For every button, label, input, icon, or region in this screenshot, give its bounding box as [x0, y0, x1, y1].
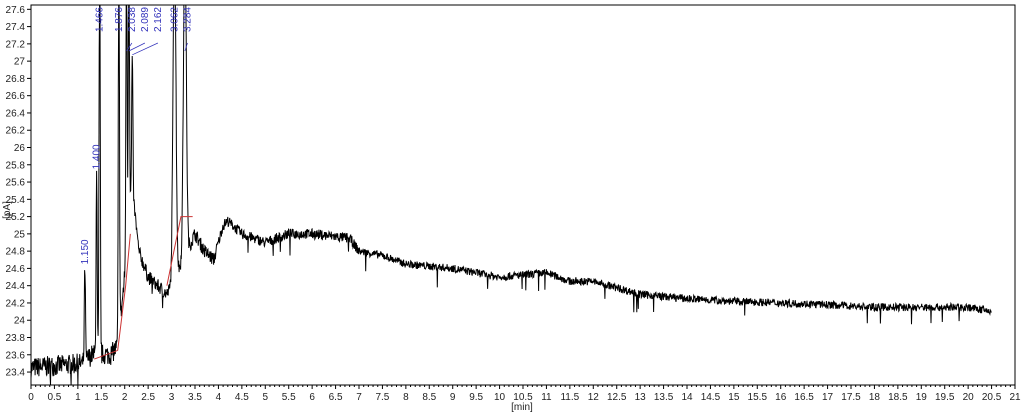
- peak-label: 1.466: [95, 7, 106, 32]
- x-tick-label: 8.5: [422, 392, 436, 403]
- x-tick-label: 2.5: [141, 392, 155, 403]
- y-tick-label: 23.4: [6, 368, 26, 379]
- y-tick-label: 27.6: [6, 5, 26, 16]
- x-tick-label: 3: [169, 392, 175, 403]
- x-tick-label: 20: [963, 392, 975, 403]
- plot-frame: [30, 4, 1016, 386]
- y-tick-label: 26.8: [6, 74, 26, 85]
- y-tick-label: 27: [14, 57, 26, 68]
- x-tick-label: 12: [588, 392, 600, 403]
- y-tick-label: 24: [14, 316, 26, 327]
- peak-label-leader: [184, 42, 188, 52]
- x-tick-label: 11.5: [560, 392, 579, 403]
- x-tick-label: 5.5: [282, 392, 296, 403]
- peak-label: 2.089: [140, 7, 151, 32]
- x-tick-label: 17: [822, 392, 834, 403]
- x-tick-label: 17.5: [841, 392, 861, 403]
- y-tick-label: 25.4: [6, 195, 26, 206]
- x-tick-label: 18: [869, 392, 881, 403]
- y-axis-label: [pA]: [2, 201, 13, 219]
- x-tick-label: 8: [403, 392, 409, 403]
- y-tick-label: 25.8: [6, 160, 26, 171]
- y-tick-label: 23.6: [6, 350, 26, 361]
- y-tick-label: 25: [14, 229, 26, 240]
- y-tick-label: 24.8: [6, 247, 26, 258]
- x-axis-label: [min]: [511, 402, 533, 412]
- x-tick-label: 4.5: [235, 392, 249, 403]
- y-tick-label: 27.2: [6, 39, 26, 50]
- x-tick-label: 21: [1009, 392, 1021, 403]
- x-tick-label: 11: [541, 392, 552, 403]
- x-tick-label: 20.5: [982, 392, 1002, 403]
- y-tick-label: 26.6: [6, 91, 26, 102]
- integration-baseline: [166, 216, 193, 286]
- peak-label: 1.400: [92, 144, 103, 169]
- plot-area: 1.150 1.400 1.466 1.876 2.038 2.089 2.162 3.062…: [31, 5, 992, 385]
- peak-label: 3.284: [182, 7, 193, 32]
- x-tick-label: 0.5: [47, 392, 61, 403]
- x-tick-label: 15.5: [748, 392, 768, 403]
- y-tick-label: 24.4: [6, 281, 26, 292]
- x-tick-label: 13: [635, 392, 647, 403]
- x-tick-label: 14: [681, 392, 693, 403]
- peak-label: 1.150: [80, 239, 91, 264]
- x-tick-label: 2: [122, 392, 128, 403]
- x-tick-label: 6.5: [329, 392, 343, 403]
- x-tick-label: 19: [916, 392, 928, 403]
- x-tick-label: 10.5: [513, 392, 533, 403]
- signal-trace: [31, 5, 992, 385]
- x-tick-label: 19.5: [935, 392, 955, 403]
- peak-label: 3.062: [169, 7, 180, 32]
- x-tick-label: 7: [356, 392, 362, 403]
- x-tick-label: 9: [450, 392, 456, 403]
- x-tick-label: 1: [75, 392, 81, 403]
- peak-label: 2.038: [127, 7, 138, 32]
- x-tick-label: 15: [728, 392, 740, 403]
- axes: 0 0.5 1 1.5 2 2.5 3 3.5 4 4.5 5 5.5 6 6.5 7 7.5 8 8.5 9 9.5…: [6, 4, 1021, 403]
- y-tick-label: 26: [14, 143, 26, 154]
- y-tick-label: 25.6: [6, 178, 26, 189]
- x-tick-label: 0: [28, 392, 34, 403]
- x-tick-label: 16.5: [794, 392, 814, 403]
- x-tick-label: 13.5: [654, 392, 674, 403]
- x-tick-label: 3.5: [188, 392, 202, 403]
- x-tick-label: 6: [309, 392, 315, 403]
- x-tick-label: 1.5: [94, 392, 108, 403]
- x-tick-label: 12.5: [607, 392, 627, 403]
- x-tick-label: 10: [494, 392, 506, 403]
- peak-label-leader: [132, 42, 159, 56]
- peak-label: 1.876: [114, 7, 125, 32]
- x-tick-label: 4: [216, 392, 222, 403]
- y-tick-label: 24.6: [6, 264, 26, 275]
- y-tick-label: 26.2: [6, 126, 26, 137]
- x-tick-label: 14.5: [701, 392, 721, 403]
- peak-label-leader: [128, 42, 146, 52]
- y-tick-label: 27.4: [6, 22, 26, 33]
- y-tick-label: 26.4: [6, 108, 26, 119]
- x-tick-label: 5: [263, 392, 269, 403]
- y-tick-label: 24.2: [6, 298, 26, 309]
- x-tick-label: 18.5: [888, 392, 908, 403]
- x-tick-label: 9.5: [469, 392, 483, 403]
- x-tick-label: 7.5: [375, 392, 389, 403]
- integration-baseline: [94, 349, 118, 360]
- x-tick-label: 16: [775, 392, 787, 403]
- peak-label: 2.162: [153, 7, 164, 32]
- integration-baseline: [117, 233, 131, 351]
- peak-label-leader: [126, 42, 133, 52]
- y-tick-label: 23.8: [6, 333, 26, 344]
- y-tick-label: 25.2: [6, 212, 26, 223]
